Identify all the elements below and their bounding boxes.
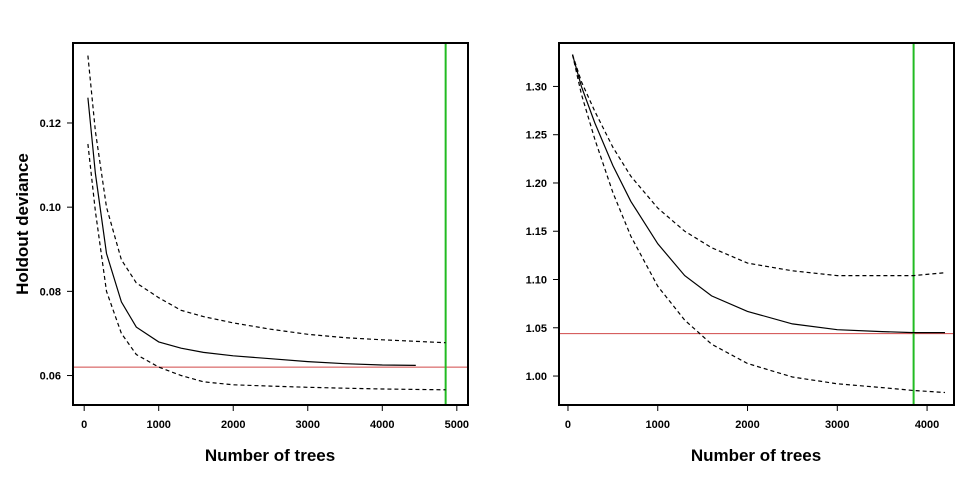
left-x-tick-label: 0 [81, 419, 87, 431]
left-y-tick-label: 0.12 [40, 118, 61, 130]
right-y-tick-label: 1.25 [526, 130, 547, 142]
left-x-tick-label: 5000 [445, 419, 469, 431]
left-x-axis-title: Number of trees [205, 446, 335, 465]
right-x-tick-label: 2000 [735, 419, 759, 431]
right-plot-frame [558, 42, 955, 406]
left-y-ticks: 0.06 0.08 0.10 0.12 [40, 118, 73, 383]
left-plot-frame [72, 42, 469, 406]
right-series-dashed-2 [571, 54, 946, 394]
left-x-ticks: 0 1000 2000 3000 4000 5000 [81, 405, 469, 431]
right-series-dashed-1 [571, 54, 946, 277]
right-y-ticks: 1.00 1.05 1.10 1.15 1.20 1.25 1.30 [526, 81, 559, 383]
right-x-tick-label: 1000 [646, 419, 670, 431]
left-y-tick-label: 0.06 [40, 371, 61, 383]
left-x-tick-label: 1000 [146, 419, 170, 431]
right-y-tick-label: 1.20 [526, 178, 547, 190]
left-plot-lines [74, 44, 467, 404]
left-y-tick-label: 0.10 [40, 202, 61, 214]
right-plot-lines [560, 44, 953, 404]
left-x-tick-label: 2000 [221, 419, 245, 431]
right-y-tick-label: 1.05 [526, 323, 547, 335]
right-series-solid-0 [571, 54, 945, 334]
left-series-dashed-1 [87, 55, 446, 344]
right-x-axis-title: Number of trees [691, 446, 821, 465]
left-series-dashed-2 [87, 143, 446, 391]
right-x-tick-label: 0 [565, 419, 571, 431]
right-x-tick-label: 3000 [825, 419, 849, 431]
right-panel: 0 1000 2000 3000 4000 1.001.051.101.151.201.… [526, 42, 955, 465]
right-y-tick-label: 1.15 [526, 226, 547, 238]
right-y-tick-label: 1.10 [526, 275, 547, 287]
left-series-solid-0 [87, 97, 416, 366]
right-x-ticks: 0 1000 2000 3000 4000 [565, 405, 939, 431]
left-panel: 0 1000 2000 3000 4000 5000 0.06 0.08 0.10 0.12 N… [13, 42, 469, 465]
right-x-tick-label: 4000 [915, 419, 939, 431]
right-y-tick-label: 1.00 [526, 371, 547, 383]
right-y-tick-label: 1.30 [526, 81, 547, 93]
left-x-tick-label: 4000 [370, 419, 394, 431]
left-y-tick-label: 0.08 [40, 286, 61, 298]
left-x-tick-label: 3000 [296, 419, 320, 431]
left-y-axis-title: Holdout deviance [13, 153, 32, 295]
